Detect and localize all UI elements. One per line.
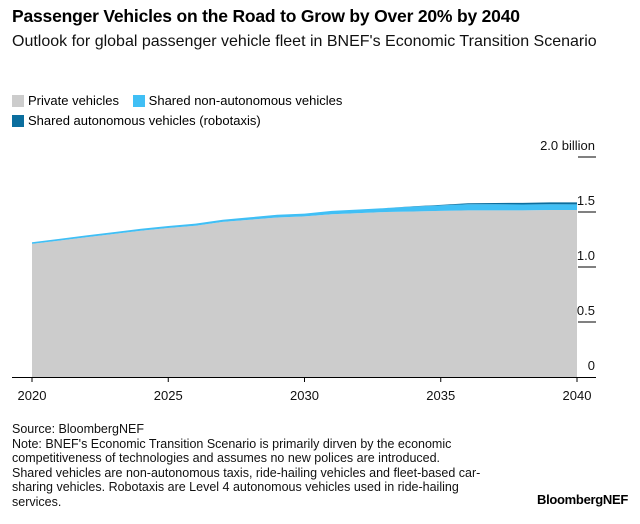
x-tick-label: 2020	[18, 388, 47, 403]
area-series-1	[32, 204, 577, 244]
note-line: Shared vehicles are non-autonomous taxis…	[12, 465, 481, 480]
chart-title: Passenger Vehicles on the Road to Grow b…	[12, 6, 520, 26]
legend-swatch-robotaxi	[12, 115, 24, 127]
note-line: sharing vehicles. Robotaxis are Level 4 …	[12, 480, 459, 494]
y-tick-label: 1.5	[577, 193, 595, 208]
legend-label-shared: Shared non-autonomous vehicles	[148, 93, 343, 108]
note-line: Note: BNEF's Economic Transition Scenari…	[12, 436, 452, 451]
legend-item-robotaxi: Shared autonomous vehicles (robotaxis)	[12, 112, 261, 130]
y-tick-label: 2.0 billion	[540, 138, 595, 153]
legend-item-shared: Shared non-autonomous vehicles	[132, 92, 343, 110]
x-tick-label: 2035	[426, 388, 455, 403]
legend-label-private: Private vehicles	[28, 93, 120, 108]
x-tick-label: 2040	[563, 388, 592, 403]
y-tick-label: 0	[588, 358, 595, 373]
area-series-0	[32, 210, 577, 377]
y-tick-label: 1.0	[577, 248, 595, 263]
legend-label-robotaxi: Shared autonomous vehicles (robotaxis)	[28, 113, 261, 128]
brand-logo: BloombergNEF	[536, 492, 628, 507]
chart-plot: 0 0.5 1.0 1.5 2.0 billion 2020 2025 2030 2035 204…	[12, 138, 596, 403]
x-tick-label: 2030	[290, 388, 319, 403]
footer-notes: Source: BloombergNEF Note: BNEF's Econom…	[12, 422, 480, 509]
note-line: competitiveness of technologies and assu…	[12, 451, 441, 465]
chart-subtitle: Outlook for global passenger vehicle fle…	[12, 33, 597, 50]
legend-swatch-private	[12, 95, 24, 107]
legend-item-private: Private vehicles	[12, 92, 119, 110]
source-text: Source: BloombergNEF	[12, 422, 145, 436]
legend-swatch-shared	[132, 95, 145, 107]
y-tick-label: 0.5	[577, 303, 595, 318]
note-line: services.	[12, 494, 62, 509]
legend: Private vehicles Shared non-autonomous v…	[12, 92, 612, 132]
x-tick-label: 2025	[154, 388, 183, 403]
